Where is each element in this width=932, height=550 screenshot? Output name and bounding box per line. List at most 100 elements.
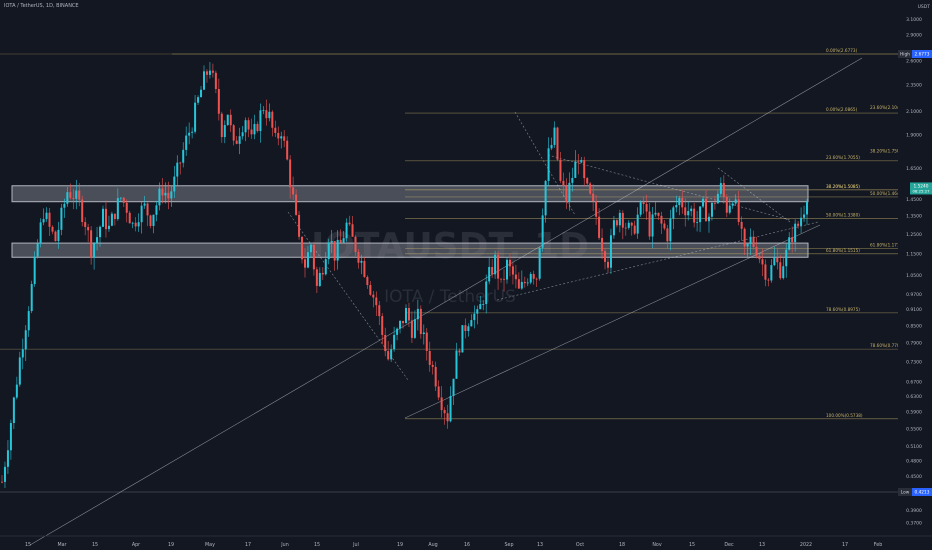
candle-body	[176, 162, 179, 177]
candle-body	[675, 205, 678, 208]
candle-body	[96, 237, 99, 244]
candle-body	[330, 241, 333, 243]
candle-body	[746, 243, 749, 247]
candle-body	[494, 254, 497, 275]
candle-body	[416, 308, 419, 320]
candle-body	[440, 397, 443, 411]
candle-body	[164, 192, 167, 196]
candle-body	[630, 222, 633, 226]
candle-body	[693, 208, 696, 223]
candle-body	[740, 221, 743, 229]
candle-body	[520, 281, 523, 289]
candle-body	[158, 188, 161, 206]
candle-body	[458, 350, 461, 353]
candle-body	[642, 202, 645, 205]
axis-tick-label: 0.6300	[906, 394, 922, 400]
candle-body	[155, 205, 158, 215]
candle-body	[327, 242, 330, 260]
low-value: 0.4213	[914, 490, 929, 496]
axis-tick-label: 1.3500	[906, 214, 922, 220]
candle-body	[39, 222, 42, 244]
fib-left-label-3: 61.80%(1.1515)	[826, 248, 860, 253]
fib-left-label-0: 0.00%(2.6773)	[826, 48, 858, 53]
candle-body	[473, 313, 476, 321]
candle-body	[357, 252, 360, 263]
candle-body	[309, 244, 312, 253]
candle-body	[42, 219, 45, 223]
candle-body	[250, 129, 253, 135]
axis-tick-label: 0.3900	[906, 508, 922, 514]
axis-tick-label: 2.1000	[906, 109, 922, 115]
candle-body	[182, 149, 185, 163]
candle-body	[128, 212, 131, 224]
candle-body	[6, 450, 9, 467]
candle-body	[48, 212, 51, 227]
mid-uptrend-line	[404, 224, 821, 419]
candle-body	[434, 366, 437, 387]
fib-right-label-3: 50.00%(1.4641)	[870, 191, 904, 196]
candle-body	[755, 246, 758, 256]
candle-body	[72, 197, 75, 199]
candle-body	[286, 140, 289, 160]
time-axis-label: May	[205, 542, 215, 548]
candle-body	[303, 259, 306, 268]
candle-body	[116, 198, 119, 220]
symbol-title: IOTA / TetherUS, 1D, BINANCE	[4, 3, 79, 9]
time-axis-label: 13	[759, 542, 765, 548]
candle-body	[743, 228, 746, 247]
candle-body	[167, 192, 170, 199]
candle-body	[146, 203, 149, 216]
candle-body	[191, 131, 194, 133]
candle-body	[378, 305, 381, 317]
candle-body	[788, 237, 791, 250]
candle-body	[767, 279, 770, 281]
sr-zone-1	[11, 242, 809, 258]
candle-body	[651, 214, 654, 237]
candle-body	[657, 212, 660, 216]
candle-body	[672, 207, 675, 219]
candle-body	[375, 297, 378, 306]
candle-body	[101, 208, 104, 227]
candle-body	[577, 161, 580, 163]
candle-body	[205, 71, 208, 75]
candle-body	[277, 132, 280, 139]
candle-body	[324, 259, 327, 275]
time-axis-label: 15	[689, 542, 695, 548]
candle-body	[419, 308, 422, 335]
candle-body	[140, 205, 143, 223]
candle-body	[562, 180, 565, 186]
candle-body	[508, 259, 511, 267]
candle-body	[707, 216, 710, 222]
candle-body	[722, 183, 725, 197]
candle-body	[461, 325, 464, 353]
axis-tick-label: 3.1000	[906, 17, 922, 23]
candle-body	[214, 72, 217, 90]
low-value-bg	[912, 488, 932, 496]
candle-body	[226, 114, 229, 126]
long-uptrend-line	[29, 57, 863, 546]
candle-body	[390, 349, 393, 360]
candle-body	[713, 202, 716, 204]
candle-body	[491, 266, 494, 275]
candle-body	[235, 140, 238, 144]
candle-body	[684, 207, 687, 216]
candle-body	[93, 243, 96, 258]
candle-body	[404, 307, 407, 324]
candle-body	[274, 127, 277, 133]
candle-body	[283, 136, 286, 141]
candle-body	[306, 252, 309, 268]
candle-body	[776, 257, 779, 263]
triangle-upper-line	[547, 154, 791, 221]
candle-body	[78, 190, 81, 200]
candle-body	[360, 260, 363, 263]
time-axis-label: 16	[464, 542, 470, 548]
candle-body	[363, 260, 366, 277]
candle-body	[202, 71, 205, 90]
candle-body	[592, 193, 595, 202]
candle-body	[1, 481, 3, 483]
time-axis-label: Jul	[352, 542, 359, 548]
time-axis-label: 19	[397, 542, 403, 548]
candle-body	[598, 216, 601, 238]
candle-body	[18, 357, 21, 385]
